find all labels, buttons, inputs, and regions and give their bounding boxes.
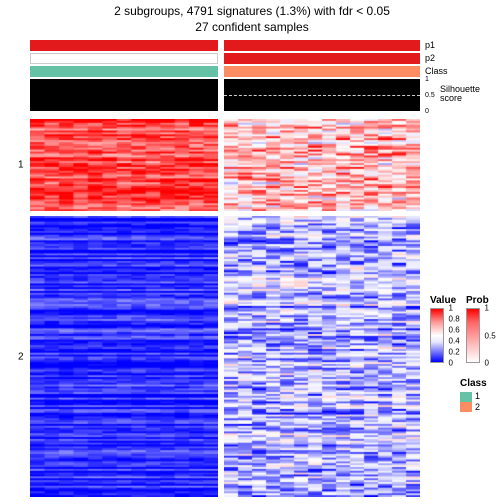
anno-p1-left xyxy=(30,40,218,51)
legend-prob-gradient xyxy=(466,308,480,363)
anno-p2-right xyxy=(224,53,420,64)
anno-p2-left xyxy=(30,53,218,64)
legend-value-title: Value xyxy=(430,295,465,306)
heatmap-left-c2 xyxy=(30,216,218,497)
legend-value: Value 10.80.60.40.20 xyxy=(430,295,465,363)
legend-class-item: 2 xyxy=(460,402,487,413)
anno-class-label: Class xyxy=(425,66,448,76)
anno-class-left xyxy=(30,66,218,77)
heatmap-left-c1 xyxy=(30,119,218,211)
row-label-2: 2 xyxy=(18,351,24,362)
legend-value-gradient xyxy=(430,308,444,363)
legend-prob: Prob 10.50 xyxy=(466,295,501,363)
heatmap-right-c1 xyxy=(224,119,420,211)
legend-class-item: 1 xyxy=(460,391,487,402)
silhouette-left xyxy=(30,79,218,111)
legend-class-title: Class xyxy=(460,378,487,389)
plot-area: p1 p2 Class 1 0.5 0 Silhouette score 1 2 xyxy=(30,40,420,495)
title-line2: 27 confident samples xyxy=(0,20,504,36)
anno-class-right xyxy=(224,66,420,77)
legend-prob-title: Prob xyxy=(466,295,501,306)
silh-tick-0: 0 xyxy=(425,108,429,115)
anno-p2-label: p2 xyxy=(425,53,435,63)
anno-p1-label: p1 xyxy=(425,40,435,50)
col-gap xyxy=(218,40,224,497)
anno-p1-right xyxy=(224,40,420,51)
row-gap xyxy=(30,211,420,216)
heatmap-right-c2 xyxy=(224,216,420,497)
silhouette-dashline xyxy=(224,95,420,96)
legend-class: Class 12 xyxy=(460,378,487,412)
row-label-1: 1 xyxy=(18,160,24,171)
legend-prob-ticks: 10.50 xyxy=(483,308,501,363)
title-line1: 2 subgroups, 4791 signatures (1.3%) with… xyxy=(0,4,504,20)
silh-label: Silhouette score xyxy=(440,85,480,103)
silh-tick-05: 0.5 xyxy=(425,92,435,99)
silh-tick-1: 1 xyxy=(425,76,429,83)
legend-value-ticks: 10.80.60.40.20 xyxy=(447,308,465,363)
